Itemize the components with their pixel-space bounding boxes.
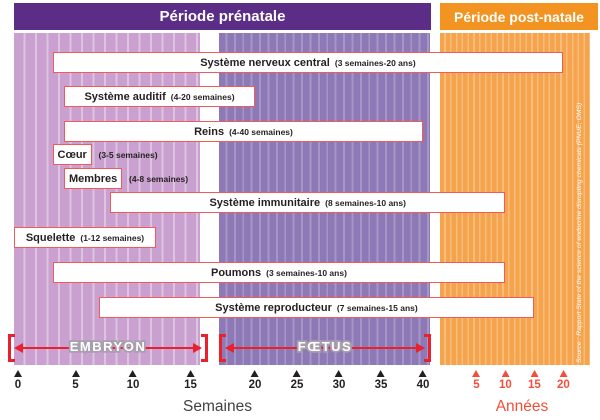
bar-label: Poumons xyxy=(210,266,262,279)
bar-range-label: (4-40 semaines) xyxy=(229,126,293,137)
bar-range-label: (3 semaines-20 ans) xyxy=(334,57,416,68)
year-tick: 20 xyxy=(557,370,570,391)
prenatal-period-header: Période prénatale xyxy=(14,3,431,30)
bar-range-label: (8 semaines-10 ans) xyxy=(325,197,406,208)
tick-value: 15 xyxy=(184,379,197,391)
fetus-arrowhead-right-icon xyxy=(416,342,425,353)
tick-triangle-icon xyxy=(186,370,195,377)
bar-range-label: (4-8 semaines) xyxy=(129,173,189,184)
bar-label: Reins xyxy=(194,125,225,138)
bar-label: Système nerveux central xyxy=(200,56,330,69)
tick-triangle-icon xyxy=(559,370,568,377)
tick-value: 5 xyxy=(72,379,79,391)
tick-value: 20 xyxy=(556,379,570,391)
postnatal-period-header: Période post-natale xyxy=(440,3,598,30)
tick-value: 35 xyxy=(374,379,388,391)
week-tick: 35 xyxy=(374,370,388,391)
tick-triangle-icon xyxy=(71,370,80,377)
tick-triangle-icon xyxy=(376,370,385,377)
bar-label: Système auditif xyxy=(84,90,166,103)
tick-value: 10 xyxy=(498,379,512,391)
bar-range-label: (3-5 semaines) xyxy=(98,149,158,160)
fetus-arrowhead-left-icon xyxy=(225,342,234,353)
bar-label: Système reproducteur xyxy=(215,301,332,314)
tick-triangle-icon xyxy=(128,370,137,377)
embryo-period-marker: EMBRYON EMBRYON xyxy=(8,334,208,362)
prenatal-period-title: Période prénatale xyxy=(159,8,286,25)
fetus-bracket-left-icon xyxy=(219,334,226,362)
year-tick: 5 xyxy=(472,370,481,391)
embryo-arrowhead-left-icon xyxy=(14,342,23,353)
embryo-arrowhead-right-icon xyxy=(193,342,202,353)
fetus-arrow-line xyxy=(231,346,419,349)
tick-triangle-icon xyxy=(14,370,22,377)
timeline-bar: Poumons (3 semaines-10 ans) xyxy=(52,262,506,283)
tick-value: 40 xyxy=(416,379,430,391)
tick-value: 0 xyxy=(14,379,22,391)
timeline-bar: Système reproducteur (7 semaines-15 ans) xyxy=(98,297,535,318)
bar-range-label: (3 semaines-10 ans) xyxy=(266,267,347,278)
embryo-bracket-right-icon xyxy=(201,334,208,362)
years-axis-label: Années xyxy=(495,398,549,415)
weeks-axis-label: Semaines xyxy=(183,398,252,415)
week-tick: 10 xyxy=(126,370,140,391)
week-tick: 25 xyxy=(290,370,304,391)
timeline-bar: Cœur xyxy=(52,144,92,165)
fetus-period-marker: FŒTUS FŒTUS xyxy=(219,334,431,362)
tick-value: 20 xyxy=(248,379,262,391)
embryo-arrow-line xyxy=(20,346,196,349)
tick-triangle-icon xyxy=(501,370,510,377)
source-credit: Source : Rapport State of the science of… xyxy=(576,102,583,363)
tick-value: 15 xyxy=(527,379,541,391)
embryo-bracket-left-icon xyxy=(8,334,15,362)
embryo-period-label: EMBRYON EMBRYON xyxy=(68,337,147,356)
bar-label: Squelette xyxy=(25,231,76,244)
tick-value: 10 xyxy=(126,379,140,391)
bar-label: Membres xyxy=(69,172,118,185)
bar-label: Cœur xyxy=(57,148,87,161)
tick-value: 30 xyxy=(332,379,346,391)
tick-triangle-icon xyxy=(472,370,481,377)
tick-triangle-icon xyxy=(250,370,259,377)
timeline-bar: Squelette (1-12 semaines) xyxy=(14,227,156,248)
week-tick: 5 xyxy=(71,370,80,391)
bar-range-label: (7 semaines-15 ans) xyxy=(336,302,418,313)
tick-triangle-icon xyxy=(418,370,427,377)
fetus-bracket-right-icon xyxy=(424,334,431,362)
tick-triangle-icon xyxy=(334,370,343,377)
week-tick: 15 xyxy=(184,370,197,391)
postnatal-period-title: Période post-natale xyxy=(454,8,584,25)
tick-triangle-icon xyxy=(530,370,539,377)
timeline-bar: Reins (4-40 semaines) xyxy=(64,121,423,142)
timeline-bar: Système immunitaire (8 semaines-10 ans) xyxy=(110,192,506,213)
bar-range-label: (1-12 semaines) xyxy=(80,232,145,243)
year-tick: 15 xyxy=(528,370,541,391)
tick-triangle-icon xyxy=(292,370,301,377)
fetus-period-label: FŒTUS FŒTUS xyxy=(296,337,353,356)
tick-value: 25 xyxy=(290,379,304,391)
timeline-bar: Système nerveux central (3 semaines-20 an… xyxy=(52,52,564,73)
week-tick: 40 xyxy=(416,370,430,391)
week-tick: 0 xyxy=(14,370,22,391)
tick-value: 5 xyxy=(473,379,480,391)
bar-range-label: (4-20 semaines) xyxy=(170,91,235,102)
week-tick: 30 xyxy=(332,370,346,391)
timeline-bar: Membres xyxy=(64,168,123,189)
week-tick: 20 xyxy=(248,370,262,391)
year-tick: 10 xyxy=(499,370,512,391)
bar-label: Système immunitaire xyxy=(209,196,321,209)
timeline-bar: Système auditif (4-20 semaines) xyxy=(64,86,255,107)
